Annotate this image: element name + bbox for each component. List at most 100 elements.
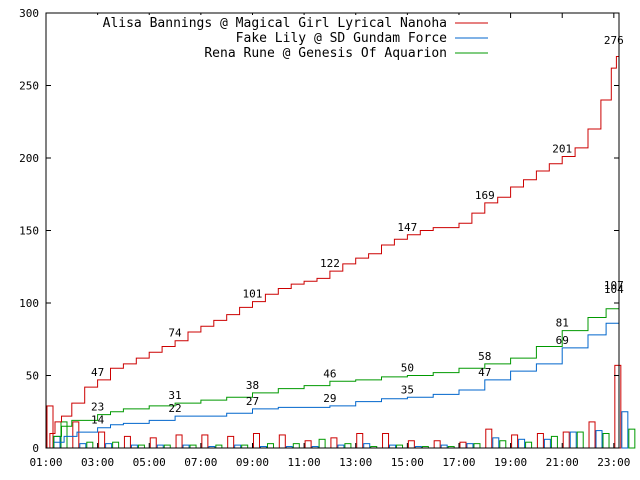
y-tick-label: 250 xyxy=(19,80,39,93)
data-label: 58 xyxy=(478,350,491,363)
series-line xyxy=(46,47,620,449)
x-tick-label: 01:00 xyxy=(29,456,62,469)
data-label: 201 xyxy=(552,143,572,156)
hourly-bar xyxy=(576,431,584,449)
data-label: 81 xyxy=(556,317,569,330)
x-tick-label: 03:00 xyxy=(81,456,114,469)
hourly-bar xyxy=(252,433,260,449)
hourly-bar xyxy=(518,438,526,449)
y-tick-label: 150 xyxy=(19,225,39,238)
hourly-bar xyxy=(562,431,570,449)
data-label: 69 xyxy=(556,334,569,347)
data-label: 122 xyxy=(320,257,340,270)
data-label: 29 xyxy=(323,392,336,405)
y-tick-label: 50 xyxy=(26,370,39,383)
hourly-bar xyxy=(175,434,183,449)
hourly-bar xyxy=(123,435,131,449)
hourly-bar xyxy=(511,434,519,449)
hourly-bar xyxy=(266,443,274,449)
hourly-bar xyxy=(407,440,415,449)
data-label: 22 xyxy=(168,402,181,415)
hourly-bar xyxy=(602,433,610,449)
hourly-bar xyxy=(614,364,622,449)
hourly-bar xyxy=(485,428,493,449)
hourly-bar xyxy=(588,421,596,449)
hourly-bar xyxy=(382,433,390,449)
hourly-bar xyxy=(550,435,558,449)
hourly-bar xyxy=(459,441,467,449)
x-tick-label: 17:00 xyxy=(442,456,475,469)
hourly-bar xyxy=(344,443,352,449)
x-tick-label: 15:00 xyxy=(391,456,424,469)
hourly-bar xyxy=(278,434,286,449)
data-label: 38 xyxy=(246,379,259,392)
hourly-bar xyxy=(227,435,235,449)
series-line xyxy=(46,292,620,449)
legend-label-rena-rune: Rena Rune @ Genesis Of Aquarion xyxy=(204,46,447,61)
data-label: 46 xyxy=(323,367,336,380)
hourly-bar xyxy=(79,443,87,449)
hourly-bars xyxy=(46,364,636,449)
data-label: 107 xyxy=(604,279,624,292)
hourly-bar xyxy=(536,433,544,449)
hourly-bar xyxy=(363,443,371,449)
x-tick-label: 21:00 xyxy=(546,456,579,469)
hourly-bar xyxy=(86,441,94,449)
data-label: 47 xyxy=(91,366,104,379)
cumulative-lines xyxy=(46,47,620,449)
data-label: 276 xyxy=(604,34,624,47)
data-label: 50 xyxy=(401,362,414,375)
data-label: 101 xyxy=(243,288,263,301)
hourly-bar xyxy=(466,443,474,449)
x-tick-label: 13:00 xyxy=(339,456,372,469)
hourly-bar xyxy=(543,438,551,449)
x-tick-label: 05:00 xyxy=(133,456,166,469)
data-label: 74 xyxy=(168,327,182,340)
hourly-bar xyxy=(525,441,533,449)
hourly-bar xyxy=(330,437,338,449)
x-tick-label: 23:00 xyxy=(597,456,630,469)
data-label: 147 xyxy=(397,221,417,234)
y-tick-label: 200 xyxy=(19,152,39,165)
y-tick-label: 0 xyxy=(32,442,39,455)
hourly-bar xyxy=(112,441,120,449)
hourly-bar xyxy=(98,431,106,449)
x-tick-label: 09:00 xyxy=(236,456,269,469)
hourly-bar xyxy=(628,428,636,449)
hourly-bar xyxy=(499,440,507,449)
legend-label-alisa: Alisa Bannings @ Magical Girl Lyrical Na… xyxy=(103,16,447,31)
data-label: 31 xyxy=(168,389,181,402)
x-tick-label: 19:00 xyxy=(494,456,527,469)
hourly-bar xyxy=(318,438,326,449)
hourly-bar xyxy=(569,431,577,449)
hourly-bar xyxy=(356,433,364,449)
data-label: 35 xyxy=(401,383,414,396)
hourly-bar xyxy=(492,437,500,449)
legend: Alisa Bannings @ Magical Girl Lyrical Na… xyxy=(48,15,495,63)
data-label: 14 xyxy=(91,414,105,427)
hourly-bar xyxy=(621,411,629,449)
hourly-bar xyxy=(473,443,481,449)
series-line xyxy=(46,297,620,449)
hourly-bar xyxy=(433,440,441,449)
x-tick-label: 11:00 xyxy=(288,456,321,469)
hourly-bar xyxy=(292,443,300,449)
legend-label-fake-lily: Fake Lily @ SD Gundam Force xyxy=(236,31,447,46)
hourly-bar xyxy=(304,440,312,449)
axis-ticks: 0 50 100 150 200 250 300 01:00 03:00 05:00 07:00 09… xyxy=(19,7,630,469)
data-label: 47 xyxy=(478,366,491,379)
hourly-bar xyxy=(105,443,113,449)
data-label: 169 xyxy=(475,189,495,202)
plot-frame xyxy=(45,12,620,449)
hourly-bar xyxy=(201,434,209,449)
hourly-bar xyxy=(72,421,80,449)
y-tick-label: 300 xyxy=(19,7,39,20)
hourly-bar xyxy=(149,437,157,449)
x-tick-label: 07:00 xyxy=(184,456,217,469)
y-tick-label: 100 xyxy=(19,297,39,310)
legend-background xyxy=(48,15,495,63)
data-label: 27 xyxy=(246,395,259,408)
